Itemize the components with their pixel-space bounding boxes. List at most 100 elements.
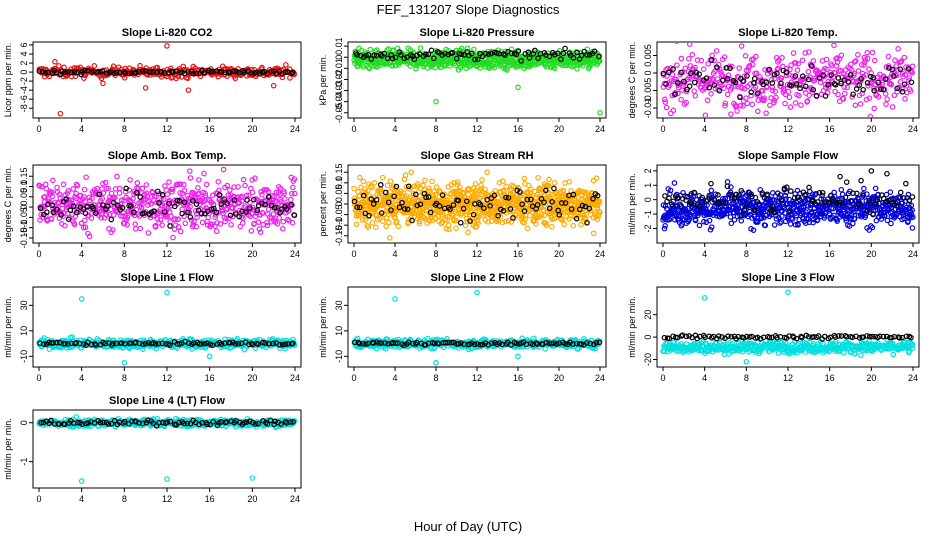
data-point — [264, 222, 271, 229]
data-point — [560, 50, 567, 57]
data-point — [524, 225, 531, 232]
data-point — [860, 192, 867, 199]
data-point — [869, 49, 876, 56]
data-point — [752, 84, 759, 91]
data-point — [525, 182, 532, 189]
data-point — [274, 220, 281, 227]
data-point — [772, 88, 779, 95]
y-tick-label: 0.15 — [19, 167, 29, 185]
data-point — [844, 84, 851, 91]
data-point — [541, 199, 547, 206]
data-point — [759, 214, 765, 221]
data-point — [401, 55, 408, 62]
data-point — [218, 71, 225, 78]
data-point — [786, 94, 793, 101]
data-point — [248, 228, 255, 234]
data-point — [793, 81, 800, 87]
data-point — [535, 55, 541, 62]
x-tick-label: 20 — [554, 124, 564, 134]
data-point — [399, 199, 405, 206]
data-point — [276, 68, 283, 75]
data-point — [853, 58, 859, 64]
data-point — [543, 220, 549, 226]
data-point — [503, 183, 509, 190]
data-point — [83, 174, 89, 181]
data-point — [103, 70, 110, 77]
data-point — [184, 192, 191, 199]
data-point — [843, 179, 850, 185]
data-point — [481, 197, 487, 204]
data-point — [586, 205, 593, 212]
data-point — [759, 87, 766, 94]
data-point — [193, 223, 200, 230]
data-point — [237, 223, 244, 230]
y-tick-label: 0.05 — [334, 185, 344, 203]
data-point — [485, 219, 491, 225]
data-point — [905, 191, 912, 198]
data-point — [853, 86, 860, 92]
panel-3: Slope Li-820 Temp.0 4 8 12 16 20 24-0.01-0.005… — [627, 27, 920, 134]
data-point — [367, 46, 374, 53]
data-point — [96, 191, 102, 198]
data-point — [795, 61, 801, 67]
data-point — [470, 211, 477, 218]
y-tick-label: 0 — [643, 197, 653, 202]
data-point — [472, 190, 479, 196]
data-point — [105, 203, 111, 209]
data-point — [140, 341, 146, 348]
data-point — [781, 205, 788, 211]
data-point — [453, 55, 460, 62]
data-point — [78, 296, 85, 302]
data-point — [411, 210, 418, 217]
data-point — [379, 174, 386, 181]
data-point — [228, 221, 234, 228]
x-tick-label: 8 — [122, 373, 127, 383]
data-point — [746, 190, 753, 196]
y-axis-label: Licor ppm per min. — [3, 43, 13, 118]
data-point — [151, 208, 158, 214]
data-point — [110, 199, 117, 206]
data-point — [885, 53, 892, 60]
x-tick-label: 24 — [595, 124, 605, 134]
data-point — [86, 194, 93, 201]
x-tick-label: 12 — [162, 373, 172, 383]
data-point — [714, 64, 720, 70]
data-point — [390, 208, 397, 215]
data-point — [897, 66, 904, 72]
data-point — [436, 203, 443, 209]
data-point — [56, 191, 63, 198]
data-point — [597, 209, 603, 216]
data-point — [891, 73, 897, 79]
y-tick-label: -4 — [19, 86, 29, 94]
data-point — [404, 206, 411, 213]
y-tick-label: -10 — [334, 350, 344, 363]
data-point — [832, 88, 838, 95]
data-point — [774, 70, 780, 77]
data-point — [787, 104, 794, 110]
data-point — [206, 353, 213, 360]
data-point — [491, 64, 498, 71]
data-point — [561, 221, 568, 228]
data-point — [209, 342, 216, 349]
data-point — [505, 195, 512, 201]
data-point — [593, 175, 600, 181]
data-point — [432, 64, 439, 71]
data-point — [825, 84, 832, 90]
data-point — [684, 193, 691, 200]
y-axis-label: degrees C per min. — [627, 42, 637, 119]
x-tick-label: 24 — [290, 249, 300, 259]
data-point — [785, 88, 792, 95]
data-point — [522, 216, 529, 222]
data-point — [174, 197, 181, 204]
data-point — [53, 69, 60, 76]
data-point — [507, 208, 514, 215]
data-point — [882, 91, 889, 97]
data-point — [728, 220, 735, 227]
data-point — [204, 340, 210, 347]
data-point — [837, 173, 843, 180]
data-point — [803, 191, 809, 198]
data-point — [241, 346, 248, 353]
data-point — [65, 341, 71, 347]
data-point — [464, 45, 471, 52]
